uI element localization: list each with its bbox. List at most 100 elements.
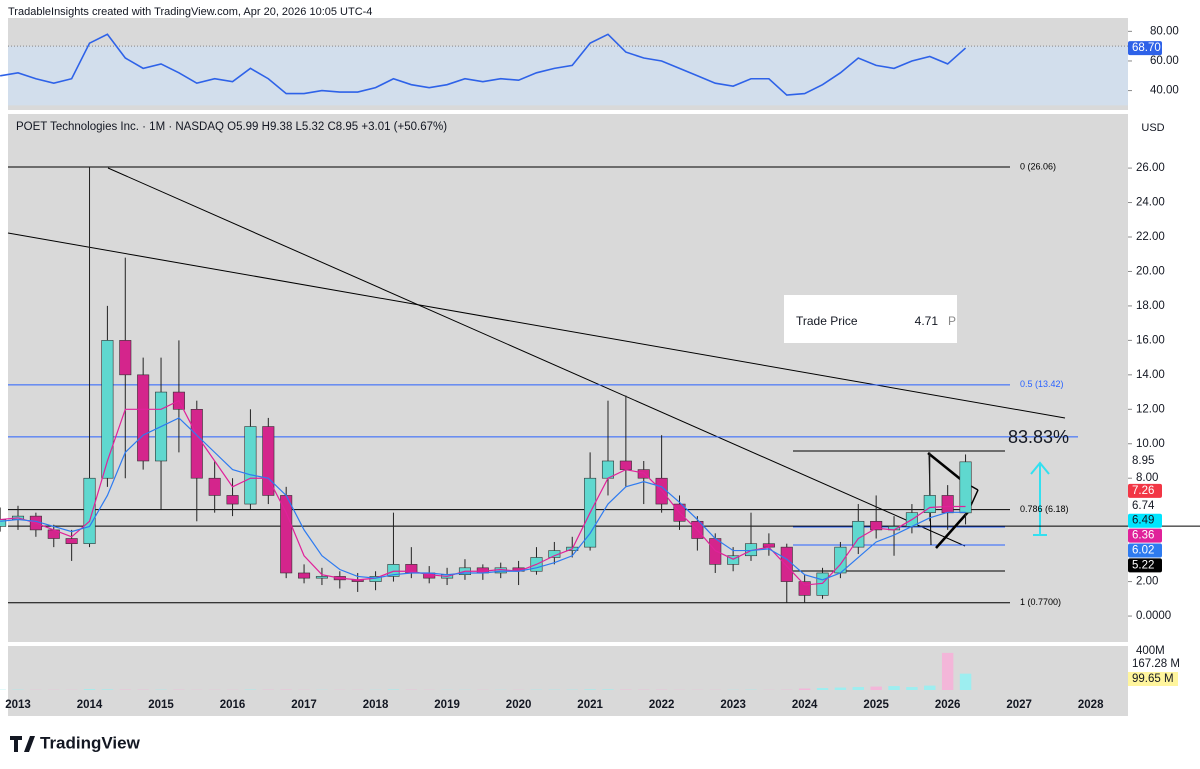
candle-body	[941, 495, 954, 514]
x-tick-label: 2027	[1006, 699, 1032, 711]
x-tick-label: 2015	[148, 699, 174, 711]
volume-bar	[101, 689, 114, 690]
candle-body	[619, 460, 632, 470]
volume-pane	[8, 646, 1128, 692]
candle-body	[387, 564, 400, 577]
currency-button[interactable]	[1133, 116, 1173, 138]
trade-value: 4.71	[915, 314, 939, 328]
candle-body	[226, 495, 239, 505]
price-label-bg	[1128, 528, 1162, 543]
currency: USD	[1141, 122, 1164, 134]
price-label: 5.22	[1132, 559, 1154, 571]
price-pane	[8, 114, 1128, 642]
candle-body	[101, 340, 114, 479]
price-label-bg	[1128, 454, 1162, 468]
price-label-bg	[1128, 543, 1162, 558]
x-tick-label: 2017	[291, 699, 317, 711]
y-tick-label: 400M	[1136, 645, 1165, 657]
trade-label: Trade Price	[796, 314, 858, 328]
price-label-bg	[1128, 513, 1162, 528]
x-tick-label: 2026	[935, 699, 961, 711]
y-tick-label: 8.00	[1136, 472, 1158, 484]
arrow-head	[1030, 461, 1050, 475]
trend-line	[7, 232, 1066, 419]
x-tick-label: 2019	[434, 699, 460, 711]
y-tick-label: 60.00	[1150, 55, 1179, 67]
logo-mark	[10, 736, 35, 752]
price-label: 6.49	[1132, 515, 1154, 527]
brand-logo: TradingView	[10, 733, 141, 752]
y-tick-label: 40.00	[1150, 85, 1179, 97]
x-tick-label: 2022	[649, 699, 675, 711]
moving-average	[0, 399, 966, 586]
candle-body	[262, 426, 275, 496]
fib-label: 0 (26.06)	[1020, 161, 1056, 171]
y-tick-label: 18.00	[1136, 300, 1165, 312]
candle-body	[780, 546, 793, 582]
candle-body	[119, 340, 132, 376]
volume-bar	[852, 687, 864, 690]
volume-bar	[816, 688, 829, 690]
fib-label: 0.786 (6.18)	[1020, 504, 1069, 514]
y-tick-label: 16.00	[1136, 334, 1165, 346]
x-tick-label: 2023	[720, 699, 746, 711]
price-label: 7.26	[1132, 485, 1154, 497]
rsi-line	[0, 33, 967, 96]
volume-average: 99.65 M	[1132, 673, 1174, 685]
rsi-current: 68.70	[1132, 42, 1161, 54]
x-tick-label: 2014	[77, 699, 103, 711]
volume-current: 167.28 M	[1132, 658, 1180, 670]
candle-body	[208, 477, 221, 496]
candle-body	[709, 538, 722, 565]
volume-bar	[798, 688, 811, 690]
y-tick-label: 26.00	[1136, 162, 1165, 174]
volume-bar	[83, 689, 96, 690]
y-tick-label: 20.00	[1136, 265, 1165, 277]
candle-body	[280, 495, 293, 574]
pennant-line	[935, 511, 969, 549]
volume-bar	[602, 689, 614, 690]
candle-body	[959, 461, 972, 514]
rsi-current-bg	[1128, 41, 1162, 56]
volume-bar	[906, 687, 918, 690]
price-label-bg	[1128, 498, 1162, 513]
volume-average-bg	[1128, 672, 1178, 686]
candle-body	[137, 374, 150, 462]
candle-body	[298, 572, 311, 579]
volume-current-bg	[1128, 657, 1186, 671]
y-tick-label: 24.00	[1136, 197, 1165, 209]
price-label: 6.74	[1132, 500, 1155, 512]
volume-bar	[941, 652, 954, 690]
candle-body	[852, 520, 865, 548]
fib-label: 1 (0.7700)	[1020, 597, 1061, 607]
candle-body	[870, 520, 883, 531]
x-tick-label: 2028	[1078, 699, 1104, 711]
x-tick-label: 2024	[792, 699, 818, 711]
price-label: 8.95	[1132, 455, 1154, 467]
y-tick-label: 22.00	[1136, 231, 1165, 243]
volume-bar	[924, 685, 936, 690]
candle-body	[923, 495, 936, 513]
time-axis	[8, 692, 1128, 716]
legend: POET Technologies Inc. · 1M · NASDAQ O5.…	[16, 121, 447, 133]
candle-body	[244, 426, 257, 505]
price-label: 6.02	[1132, 545, 1154, 557]
candle-body	[727, 555, 740, 565]
trade-box	[784, 295, 957, 343]
brand: TradingView	[40, 733, 141, 752]
x-tick-label: 2025	[863, 699, 889, 711]
candle-body	[190, 408, 203, 479]
x-tick-label: 2016	[220, 699, 246, 711]
rsi-band	[8, 46, 1128, 106]
volume-bar	[834, 687, 847, 690]
trend-line	[107, 167, 966, 547]
x-tick-label: 2020	[506, 699, 532, 711]
y-tick-label: 2.00	[1136, 576, 1158, 588]
x-tick-label: 2018	[363, 699, 389, 711]
candle-body	[65, 538, 78, 544]
y-tick-label: 80.00	[1150, 25, 1179, 37]
trade-suffix: P	[948, 314, 956, 328]
price-label-bg	[1128, 483, 1162, 498]
annotation: 83.83%	[1008, 427, 1069, 447]
